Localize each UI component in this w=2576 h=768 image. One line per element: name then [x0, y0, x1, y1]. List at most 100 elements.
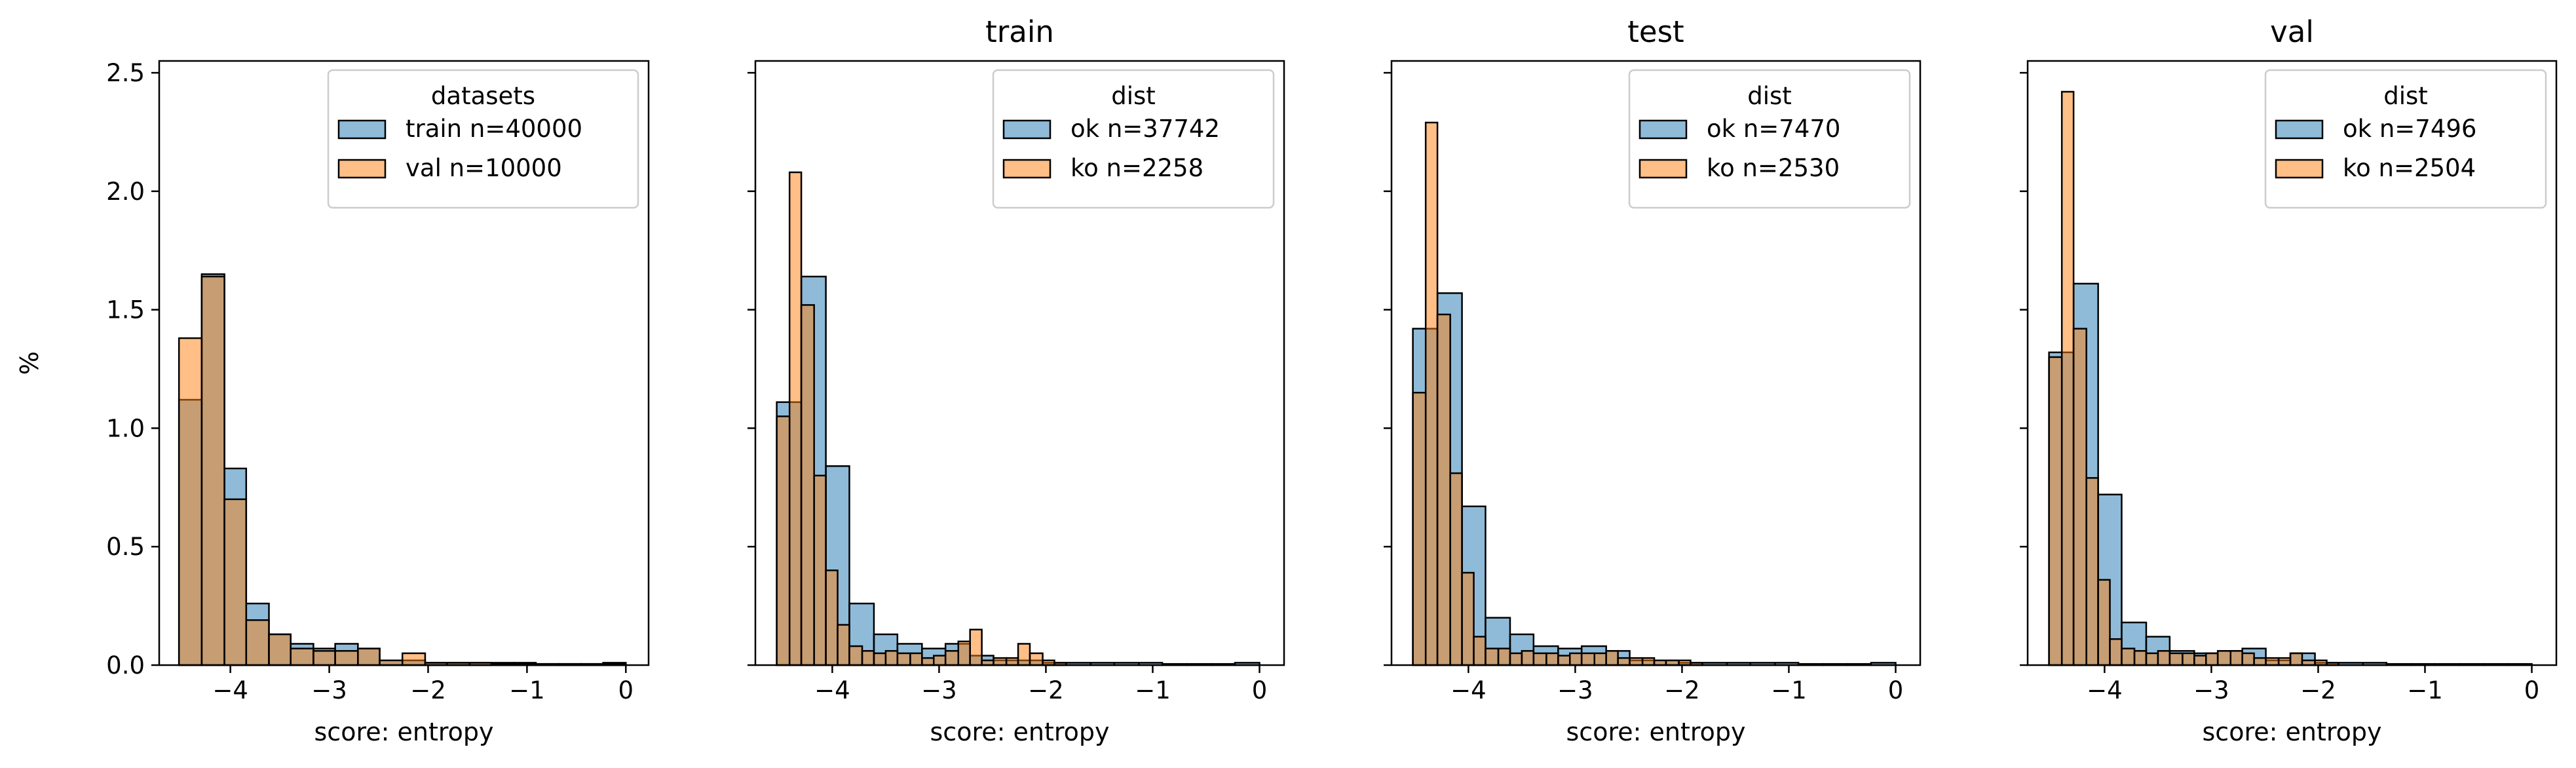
x-tick-label: −4: [814, 676, 850, 704]
histogram-bar: [896, 652, 911, 666]
x-axis-label: score: entropy: [314, 718, 494, 746]
legend-swatch-orange: [1638, 159, 1688, 179]
y-tick-label: 2.0: [106, 178, 145, 206]
histogram-bar: [2205, 652, 2219, 666]
histogram-bar: [1545, 652, 1559, 666]
x-tick-label: −4: [2087, 676, 2123, 704]
legend-entry-label: ok n=37742: [1070, 115, 1220, 143]
histogram-bar: [245, 619, 270, 666]
y-tick-label: 1.5: [106, 296, 145, 324]
x-tick-label: −2: [1664, 676, 1700, 704]
histogram-bar: [1473, 636, 1487, 666]
plot-frame: [1390, 60, 1922, 666]
histogram-bar: [993, 657, 1008, 666]
legend-swatch-orange: [337, 159, 387, 179]
histogram-bar: [2229, 650, 2243, 666]
histogram-bar: [1424, 121, 1439, 666]
chart-title: train: [985, 14, 1054, 49]
x-tick-label: 0: [618, 676, 634, 704]
histogram-bar: [268, 633, 292, 666]
histogram-bar: [290, 647, 314, 666]
legend-entry-label: train n=40000: [406, 115, 582, 143]
histogram-bar: [1029, 652, 1044, 666]
histogram-bar: [2241, 652, 2255, 666]
y-tick-label: 0.5: [106, 533, 145, 561]
histogram-bar: [357, 647, 381, 666]
histogram-bar: [1005, 657, 1019, 666]
legend: dist ok n=7496 ko n=2504: [2264, 69, 2547, 209]
histogram-bar: [2085, 477, 2099, 666]
x-axis-label: score: entropy: [2203, 718, 2382, 746]
histogram-bar: [837, 624, 850, 666]
histogram-bar: [2097, 579, 2111, 666]
histogram-bar: [223, 498, 248, 666]
histogram-bar: [2216, 650, 2231, 666]
legend-title: dist: [1747, 82, 1792, 110]
x-axis-label: score: entropy: [930, 718, 1110, 746]
x-tick-label: −3: [2193, 676, 2229, 704]
histogram-bar: [944, 650, 959, 666]
histogram-bar: [1617, 657, 1631, 666]
x-tick-label: −2: [1028, 676, 1064, 704]
histogram-bar: [2109, 638, 2123, 666]
histogram-bar: [2145, 652, 2159, 666]
histogram-bar: [2169, 652, 2184, 666]
legend-entry-label: ok n=7496: [2343, 115, 2476, 143]
x-tick-label: −2: [410, 676, 446, 704]
legend-swatch-orange: [2275, 159, 2324, 179]
histogram-bar: [1569, 652, 1583, 666]
x-tick-label: 0: [1888, 676, 1904, 704]
histogram-bar: [2289, 652, 2303, 666]
histogram-bar: [969, 628, 983, 666]
y-tick-label: 2.5: [106, 59, 145, 87]
y-tick-label: 1.0: [106, 414, 145, 442]
legend: datasets train n=40000 val n=10000: [327, 69, 639, 209]
x-tick-label: −2: [2300, 676, 2336, 704]
legend-swatch-blue: [2275, 119, 2324, 140]
y-tick-label: 0.0: [106, 651, 145, 680]
histogram-bar: [1497, 647, 1511, 666]
panel-4: −4 −3 −2 −1 0 score: entropy val dist ok n=7496 k…: [2020, 14, 2558, 746]
histogram-bar: [1449, 472, 1463, 666]
histogram-bar: [313, 650, 336, 666]
histogram-bar: [921, 657, 935, 666]
series-orange-bars: [1412, 121, 1703, 666]
histogram-bar: [2048, 356, 2063, 666]
legend-entry-label: ko n=2504: [2343, 154, 2476, 182]
legend-title: dist: [1111, 82, 1156, 110]
histogram-bar: [2157, 650, 2171, 666]
x-axis-label: score: entropy: [1566, 718, 1746, 746]
panel-1: −4 −3 −2 −1 0 0.0 0.5 1.0 1.5 2.0 2.5 score: entrop…: [15, 59, 650, 746]
histogram-bar: [1629, 657, 1644, 666]
histogram-bar: [2277, 657, 2292, 666]
histogram-bar: [2253, 657, 2267, 666]
histogram-bar: [2182, 652, 2195, 666]
series-orange-bars: [178, 275, 627, 666]
x-tick-label: −1: [1771, 676, 1807, 704]
legend-box: [1628, 69, 1911, 209]
histogram-bar: [1412, 391, 1427, 666]
legend-swatch-orange: [1002, 159, 1051, 179]
panel-2: −4 −3 −2 −1 0 score: entropy train dist ok n=377…: [748, 14, 1285, 746]
histogram-bar: [334, 650, 359, 666]
x-tick-label: −4: [1450, 676, 1487, 704]
histogram-bar: [2060, 90, 2075, 666]
legend-entry-label: ko n=2258: [1070, 154, 1203, 182]
histogram-bar: [2265, 657, 2280, 666]
histogram-bar: [1436, 313, 1451, 666]
plot-frame: [2026, 60, 2558, 666]
histogram-bar: [2072, 328, 2087, 666]
legend: dist ok n=7470 ko n=2530: [1628, 69, 1911, 209]
histogram-bar: [1641, 657, 1656, 666]
legend: dist ok n=37742 ko n=2258: [992, 69, 1275, 209]
x-tick-label: −1: [509, 676, 545, 704]
chart-title: val: [2270, 14, 2314, 49]
x-tick-label: −1: [2407, 676, 2443, 704]
legend-box: [992, 69, 1275, 209]
histogram-bar: [848, 645, 863, 666]
histogram-bar: [178, 337, 203, 666]
histogram-bar: [873, 652, 887, 666]
histogram-bar: [1605, 650, 1619, 666]
legend-title: datasets: [431, 82, 535, 110]
legend-box: [327, 69, 639, 209]
